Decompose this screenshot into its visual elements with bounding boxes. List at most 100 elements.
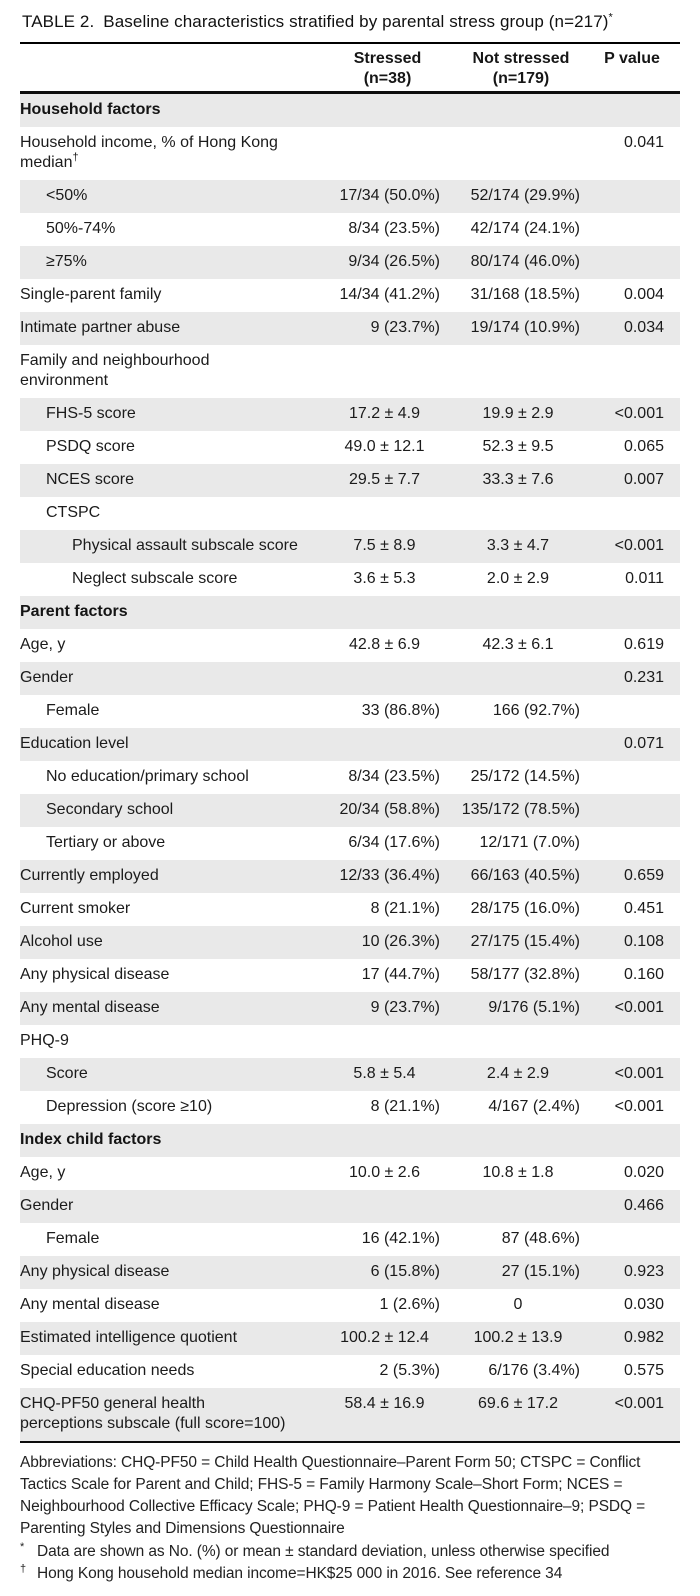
not-stressed-value: 28/175 (16.0%) (470, 900, 580, 917)
header-stressed-label: Stressed (353, 50, 422, 67)
p-value: 0.451 (623, 900, 664, 917)
p-value: 0.004 (623, 286, 664, 303)
not-stressed-value: 27 (15.1%) (501, 1263, 580, 1280)
p-value: 0.466 (623, 1197, 664, 1214)
table-row: Current smoker 8 (21.1%) 28/175 (16.0%) 0.4… (20, 893, 680, 926)
table-row: Female 33 (86.8%) 166 (92.7%) (20, 695, 680, 728)
row-label: Score (46, 1065, 88, 1082)
not-stressed-value (450, 1190, 592, 1223)
not-stressed-value (450, 662, 592, 695)
stressed-value: 12/33 (36.4%) (339, 867, 440, 884)
table-row: Any mental disease 9 (23.7%) 9/176 (5.1%) <… (20, 992, 680, 1025)
table-title: TABLE 2. Baseline characteristics stratif… (20, 8, 680, 42)
stressed-value (325, 596, 450, 629)
header-p-value: P value (592, 43, 680, 94)
row-label: Any mental disease (20, 999, 160, 1016)
footnote-text: Hong Kong household median income=HK$25 … (37, 1565, 563, 1582)
stressed-value: 14/34 (41.2%) (339, 286, 440, 303)
table-row: PHQ-9 (20, 1025, 680, 1058)
footnote-line: † Hong Kong household median income=HK$25… (20, 1562, 563, 1582)
p-value (592, 794, 680, 827)
not-stressed-value: 3.3 ± 4.7 (486, 537, 550, 554)
stressed-value: 8 (21.1%) (370, 1098, 440, 1115)
row-label: ≥75% (46, 253, 87, 270)
row-label: Depression (score ≥10) (46, 1098, 213, 1115)
p-value: 0.108 (623, 933, 664, 950)
row-label: Parent factors (20, 603, 128, 620)
row-label: No education/primary school (46, 768, 249, 785)
stressed-value: 7.5 ± 8.9 (353, 537, 416, 554)
table-row: ≥75% 9/34 (26.5%) 80/174 (46.0%) (20, 246, 680, 279)
row-label: Tertiary or above (46, 834, 166, 851)
row-label: Special education needs (20, 1362, 195, 1379)
row-label: PHQ-9 (20, 1032, 69, 1049)
p-value: 0.007 (623, 471, 664, 488)
not-stressed-value: 33.3 ± 7.6 (482, 471, 554, 488)
footnote-text: Data are shown as No. (%) or mean ± stan… (37, 1543, 610, 1560)
table-row: Education level 0.071 (20, 728, 680, 761)
p-value: <0.001 (614, 405, 664, 422)
row-label: Single-parent family (20, 286, 162, 303)
table-body: Household factors Household income, % of … (20, 92, 680, 1442)
not-stressed-value: 66/163 (40.5%) (470, 867, 580, 884)
stressed-value: 17/34 (50.0%) (339, 187, 440, 204)
table-row: Physical assault subscale score 7.5 ± 8.9… (20, 530, 680, 563)
not-stressed-value: 19.9 ± 2.9 (482, 405, 554, 422)
stressed-value: 1 (2.6%) (379, 1296, 440, 1313)
row-label: CTSPC (46, 504, 101, 521)
row-label: Secondary school (46, 801, 174, 818)
stressed-value: 33 (86.8%) (361, 702, 440, 719)
stressed-value: 17 (44.7%) (361, 966, 440, 983)
table-row: CTSPC (20, 497, 680, 530)
row-label: NCES score (46, 471, 135, 488)
p-value (592, 246, 680, 279)
not-stressed-value: 2.4 ± 2.9 (486, 1065, 550, 1082)
p-value (592, 213, 680, 246)
table-row: Secondary school 20/34 (58.8%) 135/172 (78… (20, 794, 680, 827)
p-value: <0.001 (614, 1098, 664, 1115)
row-label: 50%-74% (46, 220, 116, 237)
p-value: 0.619 (623, 636, 664, 653)
table-header: Stressed (n=38) Not stressed (n=179) P v… (20, 43, 680, 94)
stressed-value: 29.5 ± 7.7 (348, 471, 421, 488)
abbreviations-note: Abbreviations: CHQ-PF50 = Child Health Q… (20, 1454, 646, 1537)
row-label: Household factors (20, 101, 161, 118)
not-stressed-value: 4/167 (2.4%) (488, 1098, 580, 1115)
section-row: Index child factors (20, 1124, 680, 1157)
stressed-value (325, 127, 450, 180)
not-stressed-value: 25/172 (14.5%) (470, 768, 580, 785)
not-stressed-value (450, 728, 592, 761)
stressed-value: 5.8 ± 5.4 (353, 1065, 416, 1082)
stressed-value: 6/34 (17.6%) (348, 834, 440, 851)
p-value (592, 596, 680, 629)
footnotes: Abbreviations: CHQ-PF50 = Child Health Q… (20, 1452, 680, 1585)
footnote-line: * Data are shown as No. (%) or mean ± sta… (20, 1540, 610, 1560)
section-row: Household factors (20, 92, 680, 128)
not-stressed-value: 52/174 (29.9%) (470, 187, 580, 204)
row-label: Current smoker (20, 900, 131, 917)
p-value (592, 1223, 680, 1256)
not-stressed-value: 69.6 ± 17.2 (478, 1395, 558, 1412)
row-label: Education level (20, 735, 129, 752)
table-row: Alcohol use 10 (26.3%) 27/175 (15.4%) 0.108 (20, 926, 680, 959)
stressed-value (325, 93, 450, 128)
not-stressed-value: 52.3 ± 9.5 (482, 438, 554, 455)
table-row: Score 5.8 ± 5.4 2.4 ± 2.9 <0.001 (20, 1058, 680, 1091)
stressed-value: 3.6 ± 5.3 (353, 570, 416, 587)
p-value (592, 827, 680, 860)
row-label: Gender (20, 669, 74, 686)
table-row: Gender 0.466 (20, 1190, 680, 1223)
not-stressed-value (450, 1025, 592, 1058)
p-value (592, 1025, 680, 1058)
stressed-value: 16 (42.1%) (361, 1230, 440, 1247)
stressed-value: 9 (23.7%) (370, 319, 440, 336)
table-row: Age, y 42.8 ± 6.9 42.3 ± 6.1 0.619 (20, 629, 680, 662)
row-label: Neglect subscale score (72, 570, 238, 587)
p-value: <0.001 (614, 1395, 664, 1412)
footnote-marker: † (72, 151, 79, 164)
not-stressed-value: 6/176 (3.4%) (488, 1362, 580, 1379)
not-stressed-value: 58/177 (32.8%) (470, 966, 580, 983)
not-stressed-value: 0 (513, 1296, 523, 1313)
row-label: Family and neighbourhood environment (20, 352, 210, 389)
p-value: 0.011 (625, 570, 664, 587)
